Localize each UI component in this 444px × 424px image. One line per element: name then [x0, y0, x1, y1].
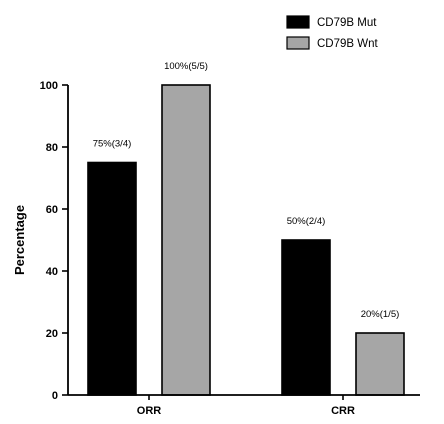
- x-tick-label: CRR: [331, 405, 355, 417]
- data-label: 100%(5/5): [164, 61, 208, 72]
- y-tick-label: 100: [40, 80, 58, 92]
- y-tick-label: 40: [46, 266, 58, 278]
- y-tick-label: 80: [46, 142, 58, 154]
- data-label: 20%(1/5): [361, 309, 400, 320]
- legend-label: CD79B Mut: [317, 17, 377, 29]
- y-axis-label: Percentage: [12, 205, 27, 275]
- x-tick-label: ORR: [137, 405, 162, 417]
- data-label: 50%(2/4): [287, 216, 326, 227]
- y-tick-label: 0: [52, 390, 58, 402]
- legend-label: CD79B Wnt: [317, 38, 379, 50]
- bar-crr-series-1: [281, 239, 331, 396]
- data-label: 75%(3/4): [93, 139, 132, 150]
- bar-orr-series-2: [161, 84, 211, 396]
- bar-orr-series-1: [87, 161, 137, 396]
- legend: CD79B Mut CD79B Wnt: [286, 15, 379, 50]
- y-tick-label: 20: [46, 328, 58, 340]
- y-tick-label: 60: [46, 204, 58, 216]
- legend-swatch: [286, 36, 310, 50]
- plot-area: 75%(3/4) 100%(5/5) ORR 50%(2/4) 20%(1/5) CRR 0…: [40, 61, 420, 417]
- legend-swatch: [286, 15, 310, 29]
- bar-crr-series-2: [355, 332, 405, 396]
